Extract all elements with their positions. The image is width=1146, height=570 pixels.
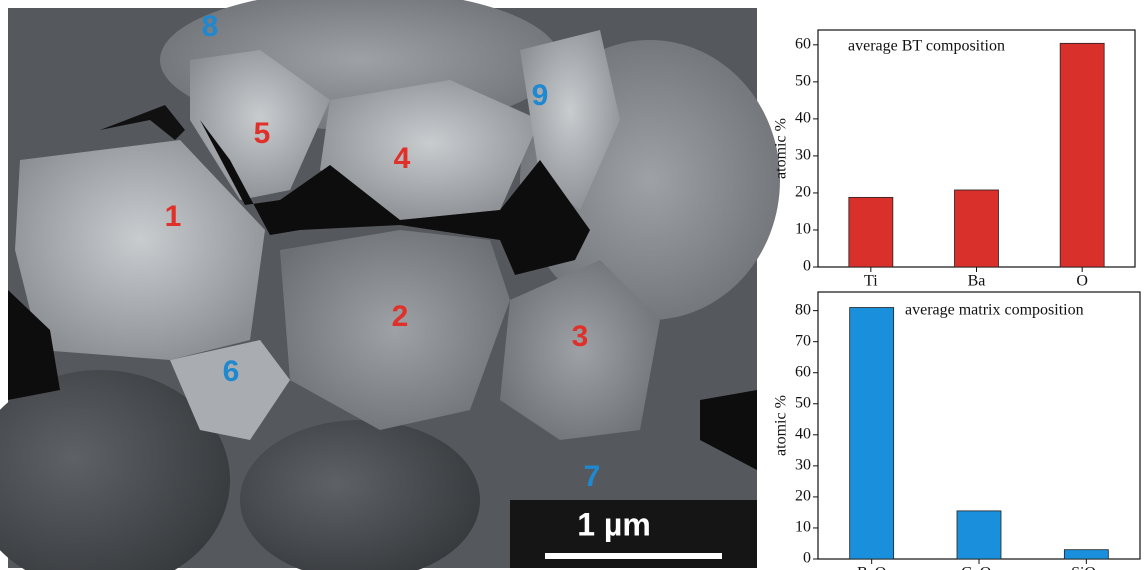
y-tick-label: 80 — [795, 301, 811, 318]
y-tick-label: 0 — [803, 550, 811, 567]
y-tick-label: 70 — [795, 332, 811, 349]
x-tick-label: Ba — [968, 273, 986, 290]
y-axis-label: atomic % — [773, 118, 790, 179]
y-tick-label: 0 — [803, 258, 811, 275]
grain-label: 8 — [202, 10, 219, 43]
y-tick-label: 50 — [795, 73, 811, 90]
grain-label: 3 — [572, 320, 589, 353]
figure: 1 µm 8954123670102030405060atomic %avera… — [0, 0, 1146, 570]
y-tick-label: 30 — [795, 147, 811, 164]
grain-label: 5 — [254, 117, 271, 150]
grain-label: 7 — [584, 460, 601, 493]
grain-label: 6 — [223, 355, 240, 388]
y-tick-label: 20 — [795, 488, 811, 505]
y-tick-label: 60 — [795, 363, 811, 380]
y-tick-label: 10 — [795, 519, 811, 536]
y-tick-label: 40 — [795, 110, 811, 127]
y-tick-label: 20 — [795, 184, 811, 201]
x-tick-label: SiO₂ — [1071, 565, 1101, 570]
y-tick-label: 10 — [795, 221, 811, 238]
x-tick-label: GeO₂ — [961, 565, 997, 570]
grain-label: 4 — [394, 142, 411, 175]
bar — [849, 197, 893, 267]
y-tick-label: 50 — [795, 394, 811, 411]
grain-label: 9 — [532, 79, 549, 112]
x-tick-label: Ti — [864, 273, 878, 290]
scale-bar-label: 1 µm — [577, 506, 651, 542]
page: {"image": {"labels": [ {"text": "8", "co… — [0, 0, 1146, 570]
x-tick-label: O — [1076, 273, 1088, 290]
y-tick-label: 30 — [795, 457, 811, 474]
bar — [850, 308, 894, 559]
x-tick-label: BaO — [857, 565, 886, 570]
chart-title: average matrix composition — [905, 302, 1084, 319]
bar — [957, 511, 1001, 559]
grain-label: 2 — [392, 300, 409, 333]
y-tick-label: 60 — [795, 35, 811, 52]
chart-title: average BT composition — [848, 38, 1005, 55]
bar — [1064, 550, 1108, 559]
sem-image: 1 µm — [0, 0, 780, 570]
y-tick-label: 40 — [795, 425, 811, 442]
grain-label: 1 — [165, 200, 182, 233]
bar — [955, 190, 999, 267]
y-axis-label: atomic % — [773, 395, 790, 456]
bar — [1060, 43, 1104, 267]
